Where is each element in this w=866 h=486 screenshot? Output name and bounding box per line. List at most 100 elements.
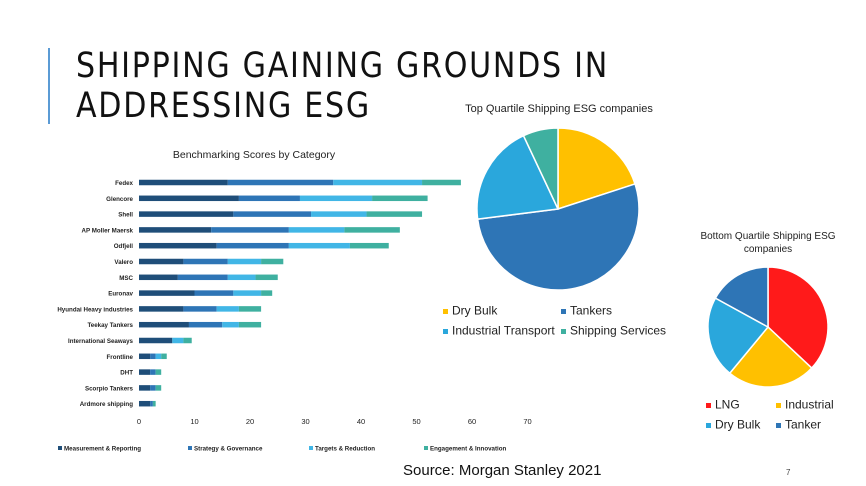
legend-label-dry-bulk: Dry Bulk <box>715 418 761 432</box>
bar-teekay-tankers-engagement-and-innovation <box>238 321 262 328</box>
legend-label-measurement-and-reporting: Measurement & Reporting <box>64 446 141 453</box>
category-label-euronav: Euronav <box>108 291 133 298</box>
bar-frontline-measurement-and-reporting <box>139 353 151 360</box>
legend-swatch-engagement-and-innovation <box>424 446 428 450</box>
bar-valero-targets-and-reduction <box>227 258 262 265</box>
bar-ap-moller-maersk-strategy-and-governance <box>211 227 289 233</box>
bar-euronav-measurement-and-reporting <box>139 290 195 296</box>
bar-glencore-targets-and-reduction <box>299 195 373 202</box>
legend-swatch-strategy-and-governance <box>188 446 192 450</box>
bar-glencore-measurement-and-reporting <box>139 195 239 202</box>
category-label-frontline: Frontline <box>107 354 134 361</box>
legend-label-tanker: Tanker <box>785 418 821 432</box>
bar-ap-moller-maersk-targets-and-reduction <box>288 227 345 233</box>
bar-shell-engagement-and-innovation <box>366 211 423 217</box>
bar-teekay-tankers-targets-and-reduction <box>222 321 239 328</box>
category-label-teekay-tankers: Teekay Tankers <box>87 322 133 329</box>
legend-swatch-targets-and-reduction <box>309 446 313 450</box>
bar-scorpio-tankers-strategy-and-governance <box>150 385 156 391</box>
title-accent-bar <box>48 48 50 124</box>
category-label-dht: DHT <box>120 370 133 377</box>
bar-chart-bars <box>139 179 461 407</box>
legend-swatch-industrial <box>776 403 781 408</box>
bottom-quartile-pie: Bottom Quartile Shipping ESG companies LN… <box>700 231 835 432</box>
bar-euronav-engagement-and-innovation <box>261 290 273 296</box>
category-label-scorpio-tankers: Scorpio Tankers <box>85 385 134 392</box>
source-note: Source: Morgan Stanley 2021 <box>403 462 602 479</box>
slice-tanker <box>714 266 769 329</box>
slice-shipping-services <box>522 127 559 210</box>
x-tick-30: 30 <box>301 417 309 426</box>
bar-frontline-engagement-and-innovation <box>161 353 167 360</box>
bar-shell-targets-and-reduction <box>311 211 367 217</box>
bar-frontline-strategy-and-governance <box>150 353 156 360</box>
bar-odfjell-measurement-and-reporting <box>139 242 217 249</box>
bar-shell-strategy-and-governance <box>233 211 312 217</box>
legend-label-tankers: Tankers <box>570 304 612 318</box>
bar-msc-engagement-and-innovation <box>255 274 278 281</box>
bar-ardmore-shipping-measurement-and-reporting <box>139 400 151 407</box>
slide-title: SHIPPING GAINING GROUNDS IN ADDRESSING E… <box>76 46 609 126</box>
top-quartile-pie-title: Top Quartile Shipping ESG companies <box>465 103 653 115</box>
legend-label-shipping-services: Shipping Services <box>570 324 666 338</box>
category-label-international-seaways: International Seaways <box>68 338 134 345</box>
bar-chart-category-labels: Fedex Glencore Shell AP Moller Maersk Odfjel… <box>57 180 133 408</box>
legend-swatch-tanker <box>776 423 781 428</box>
category-label-glencore: Glencore <box>106 196 133 203</box>
legend-label-industrial-transport: Industrial Transport <box>452 324 555 338</box>
bar-ardmore-shipping-strategy-and-governance <box>150 400 153 407</box>
bottom-quartile-pie-title: Bottom Quartile Shipping ESG companies <box>700 231 835 255</box>
bar-chart-x-ticks: 0 10 20 30 40 50 60 70 <box>137 417 532 426</box>
bar-odfjell-engagement-and-innovation <box>349 242 389 249</box>
bar-international-seaways-measurement-and-reporting <box>139 337 173 344</box>
page-number: 7 <box>786 468 791 477</box>
x-tick-40: 40 <box>357 417 365 426</box>
slice-dry-bulk <box>557 127 636 211</box>
legend-label-lng: LNG <box>715 398 740 412</box>
slice-industrial-transport <box>476 134 560 220</box>
bar-dht-engagement-and-innovation <box>155 369 162 375</box>
bar-chart-legend: Measurement & Reporting Strategy & Govern… <box>58 446 507 453</box>
legend-label-engagement-and-innovation: Engagement & Innovation <box>430 446 507 453</box>
bar-euronav-strategy-and-governance <box>194 290 234 296</box>
slice-lng <box>767 266 829 370</box>
category-label-odfjell: Odfjell <box>114 243 134 250</box>
x-tick-60: 60 <box>468 417 476 426</box>
legend-swatch-industrial-transport <box>443 329 448 334</box>
bar-valero-measurement-and-reporting <box>139 258 184 265</box>
bar-ardmore-shipping-engagement-and-innovation <box>152 400 156 407</box>
legend-swatch-lng <box>706 403 711 408</box>
x-tick-50: 50 <box>412 417 420 426</box>
bar-fedex-targets-and-reduction <box>333 179 423 186</box>
legend-label-targets-and-reduction: Targets & Reduction <box>315 446 375 453</box>
x-tick-10: 10 <box>190 417 198 426</box>
bar-glencore-strategy-and-governance <box>238 195 300 202</box>
x-tick-20: 20 <box>246 417 254 426</box>
bar-msc-strategy-and-governance <box>177 274 228 281</box>
top-quartile-pie-slices <box>476 127 640 291</box>
bar-odfjell-strategy-and-governance <box>216 242 289 249</box>
slice-industrial <box>728 325 813 388</box>
bar-ap-moller-maersk-measurement-and-reporting <box>139 227 212 233</box>
bar-teekay-tankers-measurement-and-reporting <box>139 321 189 328</box>
slice-tankers <box>476 183 640 291</box>
category-label-msc: MSC <box>119 275 133 282</box>
bar-hyundai-heavy-industries-measurement-and-reporting <box>139 306 184 312</box>
legend-swatch-measurement-and-reporting <box>58 446 62 450</box>
bar-glencore-engagement-and-innovation <box>372 195 428 202</box>
bar-dht-strategy-and-governance <box>150 369 156 375</box>
bar-odfjell-targets-and-reduction <box>288 242 350 249</box>
bar-dht-measurement-and-reporting <box>139 369 151 375</box>
slice-dry-bulk <box>707 297 770 375</box>
bar-fedex-strategy-and-governance <box>227 179 334 186</box>
category-label-shell: Shell <box>118 212 133 219</box>
bar-msc-targets-and-reduction <box>227 274 256 281</box>
x-tick-70: 70 <box>523 417 531 426</box>
bottom-quartile-pie-legend: LNG Industrial Dry Bulk Tanker <box>706 398 834 432</box>
bar-scorpio-tankers-engagement-and-innovation <box>155 385 162 391</box>
bar-msc-measurement-and-reporting <box>139 274 178 281</box>
bar-hyundai-heavy-industries-targets-and-reduction <box>216 306 239 312</box>
bar-fedex-measurement-and-reporting <box>139 179 228 186</box>
bottom-quartile-pie-slices <box>707 266 829 388</box>
